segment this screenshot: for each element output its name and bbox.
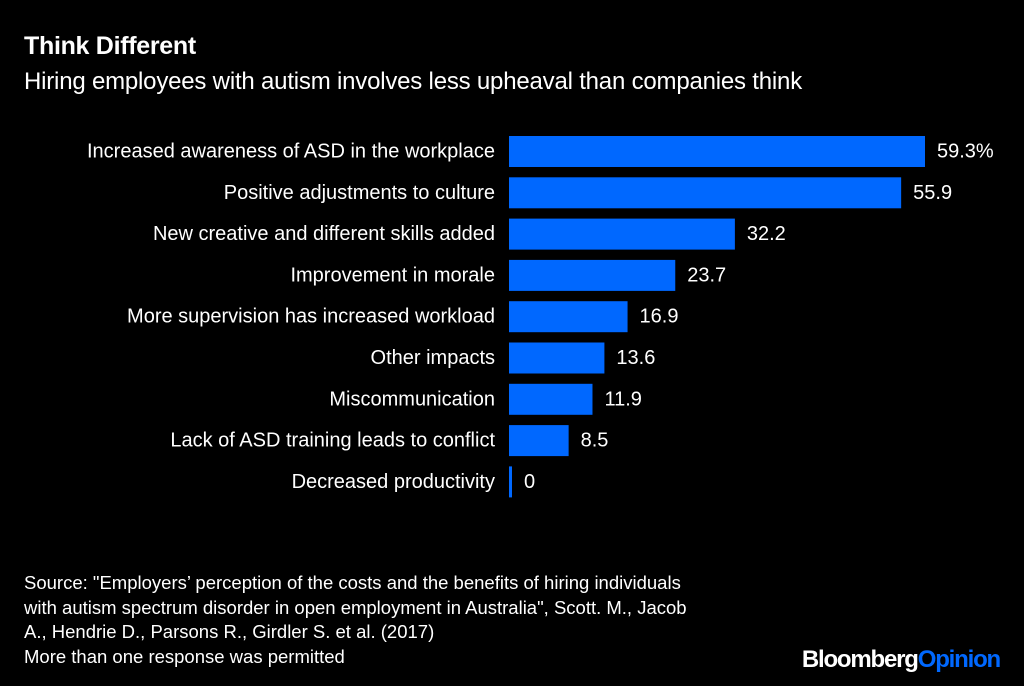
source-line: A., Hendrie D., Parsons R., Girdler S. e… (24, 620, 824, 645)
value-label: 8.5 (581, 430, 609, 452)
bar (509, 177, 901, 208)
logo-part-opinion: Opinion (918, 646, 1000, 673)
category-label: Improvement in morale (290, 264, 495, 286)
value-label: 13.6 (616, 347, 655, 369)
category-label: Lack of ASD training leads to conflict (170, 430, 495, 452)
value-label: 23.7 (687, 264, 726, 286)
bar (509, 301, 628, 332)
value-label: 59.3% (937, 141, 994, 163)
value-label: 11.9 (604, 388, 641, 410)
bar (509, 136, 925, 167)
category-label: Positive adjustments to culture (224, 182, 495, 204)
bar-chart: Increased awareness of ASD in the workpl… (0, 0, 1024, 520)
category-label: More supervision has increased workload (127, 306, 495, 328)
category-label: Increased awareness of ASD in the workpl… (87, 141, 495, 163)
source-note: Source: "Employers’ perception of the co… (24, 571, 824, 669)
category-label: Miscommunication (329, 388, 495, 410)
value-label: 55.9 (913, 182, 952, 204)
value-label: 16.9 (640, 306, 679, 328)
bar (509, 260, 675, 291)
category-label: Decreased productivity (292, 471, 495, 493)
bar (509, 384, 592, 415)
value-label: 32.2 (747, 223, 786, 245)
bar (509, 425, 569, 456)
source-line: Source: "Employers’ perception of the co… (24, 571, 824, 596)
category-label: Other impacts (371, 347, 495, 369)
bar (509, 343, 604, 374)
source-line: with autism spectrum disorder in open em… (24, 596, 824, 621)
category-label: New creative and different skills added (153, 223, 495, 245)
source-line: More than one response was permitted (24, 645, 824, 670)
logo-part-bloomberg: Bloomberg (802, 646, 918, 673)
bloomberg-opinion-logo: BloombergOpinion (802, 646, 1000, 674)
value-label: 0 (524, 471, 535, 493)
bar (509, 219, 735, 250)
bar (509, 466, 512, 497)
